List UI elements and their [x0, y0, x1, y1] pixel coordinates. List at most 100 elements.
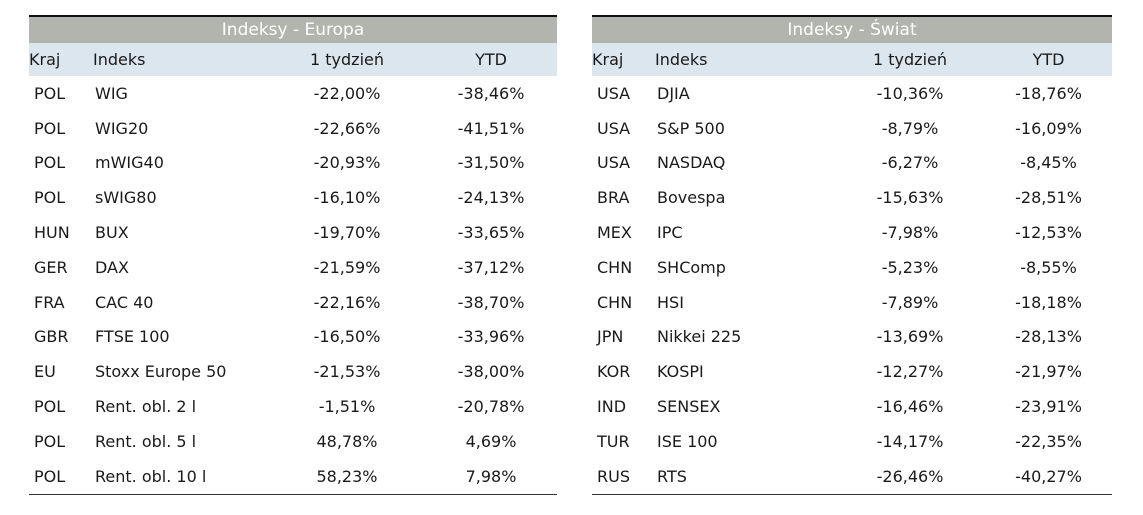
europe-header-ytd: YTD	[425, 43, 558, 76]
country-cell: FRA	[34, 292, 65, 312]
europe-table-title: Indeksy - Europa	[29, 15, 558, 43]
ytd-change-cell: -20,78%	[457, 397, 525, 417]
ytd-change-cell: -33,65%	[457, 223, 525, 243]
ytd-change-cell: -28,13%	[1015, 327, 1082, 347]
europe-header-week: 1 tydzień	[269, 43, 425, 76]
ytd-change-cell: 4,69%	[465, 431, 517, 451]
index-cell: WIG20	[95, 118, 149, 138]
ytd-change-cell: -38,00%	[457, 362, 525, 382]
ytd-change-cell: -37,12%	[457, 257, 525, 277]
country-cell: USA	[597, 153, 631, 173]
table-row: MEX IPC -7,98% -12,53%	[592, 215, 1112, 250]
index-cell: Rent. obl. 5 l	[95, 431, 197, 451]
ytd-change-cell: -41,51%	[457, 118, 525, 138]
week-change-cell: -16,50%	[313, 327, 381, 347]
country-cell: CHN	[597, 292, 633, 312]
index-cell: DJIA	[657, 83, 690, 103]
world-header-week: 1 tydzień	[835, 43, 985, 76]
table-row: POL sWIG80 -16,10% -24,13%	[29, 180, 557, 215]
index-cell: Nikkei 225	[657, 327, 742, 347]
country-cell: GBR	[34, 327, 69, 347]
table-row: IND SENSEX -16,46% -23,91%	[592, 389, 1112, 424]
table-row: CHN SHComp -5,23% -8,55%	[592, 250, 1112, 285]
week-change-cell: -21,59%	[313, 257, 381, 277]
world-table-title: Indeksy - Świat	[592, 15, 1112, 43]
table-row: JPN Nikkei 225 -13,69% -28,13%	[592, 320, 1112, 355]
week-change-cell: -19,70%	[313, 223, 381, 243]
index-cell: IPC	[657, 223, 683, 243]
index-cell: NASDAQ	[657, 153, 726, 173]
world-header-ytd: YTD	[985, 43, 1112, 76]
week-change-cell: -22,00%	[313, 83, 381, 103]
ytd-change-cell: -18,76%	[1015, 83, 1082, 103]
country-cell: JPN	[597, 327, 624, 347]
table-row: POL WIG -22,00% -38,46%	[29, 76, 557, 111]
week-change-cell: -16,10%	[313, 188, 381, 208]
ytd-change-cell: -22,35%	[1015, 431, 1082, 451]
country-cell: HUN	[34, 223, 70, 243]
index-cell: sWIG80	[95, 188, 157, 208]
table-row: TUR ISE 100 -14,17% -22,35%	[592, 424, 1112, 459]
week-change-cell: -26,46%	[835, 458, 985, 495]
table-row: POL WIG20 -22,66% -41,51%	[29, 111, 557, 146]
table-row: USA DJIA -10,36% -18,76%	[592, 76, 1112, 111]
index-cell: Rent. obl. 10 l	[93, 458, 269, 495]
world-header-indeks: Indeks	[655, 43, 835, 76]
country-cell: CHN	[597, 257, 633, 277]
country-cell: EU	[34, 362, 56, 382]
country-cell: TUR	[597, 431, 630, 451]
ytd-change-cell: -40,27%	[985, 458, 1112, 495]
week-change-cell: -15,63%	[876, 188, 944, 208]
week-change-cell: -22,66%	[313, 118, 381, 138]
week-change-cell: -13,69%	[876, 327, 944, 347]
week-change-cell: -7,89%	[881, 292, 939, 312]
index-cell: Stoxx Europe 50	[95, 362, 227, 382]
ytd-change-cell: -8,45%	[1020, 153, 1077, 173]
country-cell: MEX	[597, 223, 632, 243]
country-cell: USA	[597, 83, 631, 103]
week-change-cell: -12,27%	[876, 362, 944, 382]
table-row: KOR KOSPI -12,27% -21,97%	[592, 354, 1112, 389]
table-row: RUS RTS -26,46% -40,27%	[592, 458, 1112, 495]
index-cell: FTSE 100	[95, 327, 170, 347]
ytd-change-cell: -38,46%	[457, 83, 525, 103]
country-cell: POL	[34, 188, 66, 208]
table-row: USA NASDAQ -6,27% -8,45%	[592, 146, 1112, 181]
country-cell: USA	[597, 118, 631, 138]
index-cell: BUX	[95, 223, 129, 243]
ytd-change-cell: -18,18%	[1015, 292, 1082, 312]
country-cell: POL	[34, 153, 66, 173]
table-row: POL Rent. obl. 5 l 48,78% 4,69%	[29, 424, 557, 459]
country-cell: POL	[29, 458, 93, 495]
europe-header-kraj: Kraj	[29, 43, 93, 76]
week-change-cell: -5,23%	[881, 257, 939, 277]
week-change-cell: -6,27%	[881, 153, 939, 173]
ytd-change-cell: -38,70%	[457, 292, 525, 312]
table-row: POL mWIG40 -20,93% -31,50%	[29, 146, 557, 181]
world-table: Indeksy - Świat Kraj Indeks 1 tydzień YT…	[592, 15, 1112, 495]
ytd-change-cell: -33,96%	[457, 327, 525, 347]
ytd-change-cell: -23,91%	[1015, 397, 1082, 417]
ytd-change-cell: -12,53%	[1015, 223, 1082, 243]
index-cell: mWIG40	[95, 153, 164, 173]
ytd-change-cell: -31,50%	[457, 153, 525, 173]
country-cell: POL	[34, 83, 66, 103]
table-row: USA S&P 500 -8,79% -16,09%	[592, 111, 1112, 146]
table-row: POL Rent. obl. 2 l -1,51% -20,78%	[29, 389, 557, 424]
ytd-change-cell: -21,97%	[1015, 362, 1082, 382]
europe-panel: Indeksy - Europa Kraj Indeks 1 tydzień Y…	[29, 15, 558, 495]
table-row: POL Rent. obl. 10 l 58,23% 7,98%	[29, 458, 558, 495]
index-cell: ISE 100	[657, 431, 718, 451]
week-change-cell: -8,79%	[881, 118, 939, 138]
country-cell: POL	[34, 431, 66, 451]
index-cell: DAX	[95, 257, 129, 277]
table-row: GBR FTSE 100 -16,50% -33,96%	[29, 320, 557, 355]
table-row: CHN HSI -7,89% -18,18%	[592, 285, 1112, 320]
table-row: FRA CAC 40 -22,16% -38,70%	[29, 285, 557, 320]
index-cell: CAC 40	[95, 292, 154, 312]
world-panel: Indeksy - Świat Kraj Indeks 1 tydzień YT…	[592, 15, 1112, 495]
ytd-change-cell: -28,51%	[1015, 188, 1082, 208]
index-cell: RTS	[655, 458, 835, 495]
europe-header-indeks: Indeks	[93, 43, 269, 76]
index-cell: SENSEX	[657, 397, 721, 417]
